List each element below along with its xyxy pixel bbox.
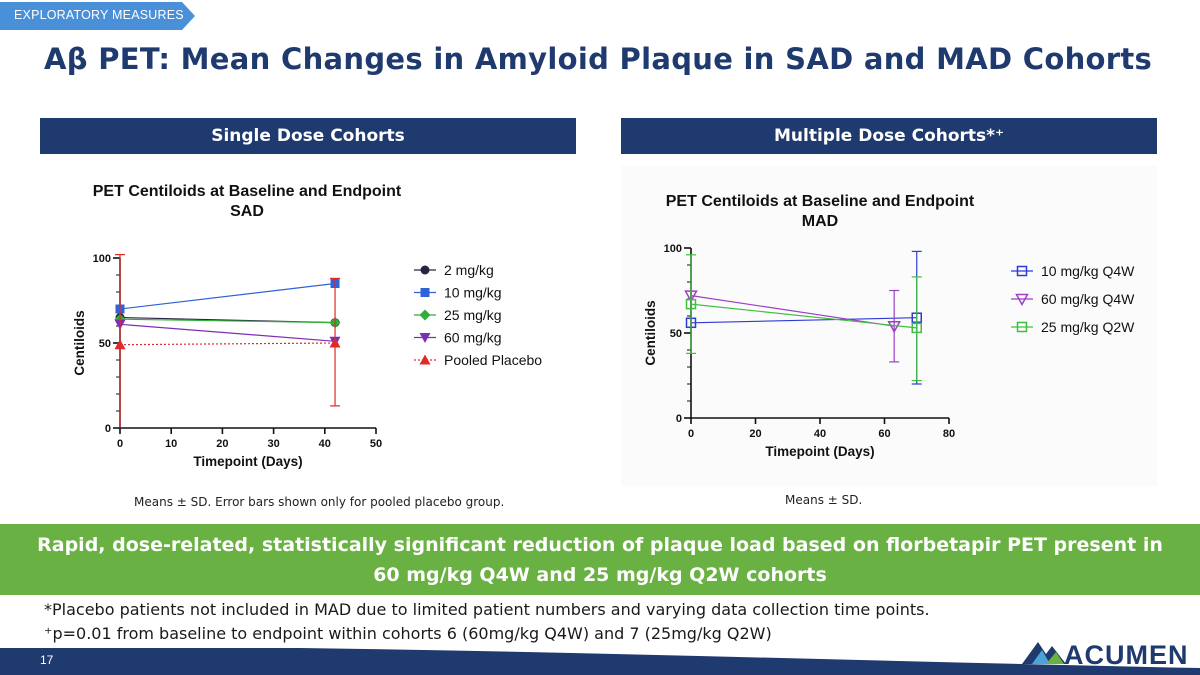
legend-item: 10 mg/kg Q4W [1011, 263, 1135, 279]
series-0 [685, 250, 922, 385]
legend-label: Pooled Placebo [444, 352, 542, 368]
x-tick-label: 10 [165, 438, 177, 450]
legend-marker [420, 288, 430, 297]
legend-item: 25 mg/kg [414, 307, 502, 323]
series-1 [115, 279, 340, 314]
legend-marker [419, 333, 431, 343]
series-2 [685, 254, 922, 382]
series-4 [114, 253, 341, 428]
y-tick-label: 0 [676, 413, 682, 425]
left-panel-header: Single Dose Cohorts [40, 118, 576, 154]
legend-marker [419, 354, 431, 365]
chart-subtitle: MAD [802, 213, 838, 230]
series-line [119, 318, 336, 324]
x-tick-label: 60 [878, 428, 890, 440]
series-line [690, 303, 917, 329]
right-panel-note: Means ± SD. [785, 493, 863, 507]
legend-marker [1015, 293, 1029, 307]
chart-subtitle: SAD [230, 203, 264, 220]
legend-item: 60 mg/kg Q4W [1011, 291, 1135, 307]
x-tick-label: 0 [117, 438, 123, 450]
conclusion-banner: Rapid, dose-related, statistically signi… [0, 524, 1200, 595]
banner-line-1: Rapid, dose-related, statistically signi… [37, 533, 1163, 556]
sad-chart: PET Centiloids at Baseline and Endpoint S… [72, 183, 542, 469]
y-tick-label: 100 [93, 253, 111, 265]
x-tick-label: 80 [943, 428, 955, 440]
series-line [119, 282, 336, 310]
legend-item: 25 mg/kg Q2W [1011, 319, 1135, 335]
data-point [329, 337, 341, 348]
footnote-1: *Placebo patients not included in MAD du… [44, 600, 930, 619]
legend-marker [1016, 265, 1028, 277]
y-tick-label: 100 [664, 243, 682, 255]
chart-title: PET Centiloids at Baseline and Endpoint [666, 193, 975, 210]
section-tag-shape [0, 2, 195, 30]
series-1 [684, 289, 901, 363]
acumen-logo-mark [1022, 642, 1066, 664]
y-axis-label: Centiloids [643, 300, 658, 365]
left-panel-note: Means ± SD. Error bars shown only for po… [134, 495, 505, 509]
series-2 [114, 313, 341, 329]
sad-chart-container: PET Centiloids at Baseline and Endpoint S… [40, 166, 576, 486]
banner-line-2: 60 mg/kg Q4W and 25 mg/kg Q2W cohorts [373, 563, 827, 586]
legend-label: 25 mg/kg [444, 307, 502, 323]
y-tick-label: 50 [99, 338, 111, 350]
x-tick-label: 40 [319, 438, 331, 450]
legend-item: Pooled Placebo [414, 352, 542, 368]
data-point [685, 298, 697, 310]
x-tick-label: 0 [688, 428, 694, 440]
x-tick-label: 30 [267, 438, 279, 450]
x-tick-label: 40 [814, 428, 826, 440]
legend-marker [1016, 321, 1028, 333]
legend-label: 60 mg/kg [444, 330, 502, 346]
x-axis-label: Timepoint (Days) [193, 454, 302, 469]
legend-label: 25 mg/kg Q2W [1041, 319, 1135, 335]
section-tag-label: EXPLORATORY MEASURES [14, 8, 184, 22]
x-tick-label: 20 [216, 438, 228, 450]
page-title: Aβ PET: Mean Changes in Amyloid Plaque i… [44, 42, 1153, 76]
mad-chart: PET Centiloids at Baseline and Endpoint M… [643, 193, 1135, 459]
series-line [690, 295, 895, 327]
legend-marker [420, 265, 430, 275]
series-line [690, 317, 917, 324]
legend-label: 60 mg/kg Q4W [1041, 291, 1135, 307]
footnote-2: ⁺p=0.01 from baseline to endpoint within… [44, 624, 772, 643]
slide-number: 17 [40, 653, 54, 667]
series-line [119, 323, 336, 342]
y-tick-label: 50 [670, 328, 682, 340]
legend-marker [419, 309, 431, 321]
section-tag: EXPLORATORY MEASURES [0, 2, 195, 30]
legend-item: 2 mg/kg [414, 262, 494, 278]
legend-item: 10 mg/kg [414, 285, 502, 301]
legend-label: 10 mg/kg Q4W [1041, 263, 1135, 279]
y-tick-label: 0 [105, 423, 111, 435]
legend-label: 10 mg/kg [444, 285, 502, 301]
data-point [114, 339, 126, 350]
legend-item: 60 mg/kg [414, 330, 502, 346]
data-point [887, 320, 901, 334]
y-axis-label: Centiloids [72, 310, 87, 375]
right-panel-header: Multiple Dose Cohorts*⁺ [621, 118, 1157, 154]
chart-title: PET Centiloids at Baseline and Endpoint [93, 183, 402, 200]
legend-label: 2 mg/kg [444, 262, 494, 278]
series-3 [114, 319, 341, 347]
x-tick-label: 20 [749, 428, 761, 440]
acumen-logo-text: ACUMEN [1064, 640, 1189, 670]
series-line [119, 342, 336, 346]
x-axis-label: Timepoint (Days) [765, 444, 874, 459]
data-point [911, 322, 922, 334]
mad-chart-container: PET Centiloids at Baseline and Endpoint M… [621, 166, 1157, 486]
x-tick-label: 50 [370, 438, 382, 450]
